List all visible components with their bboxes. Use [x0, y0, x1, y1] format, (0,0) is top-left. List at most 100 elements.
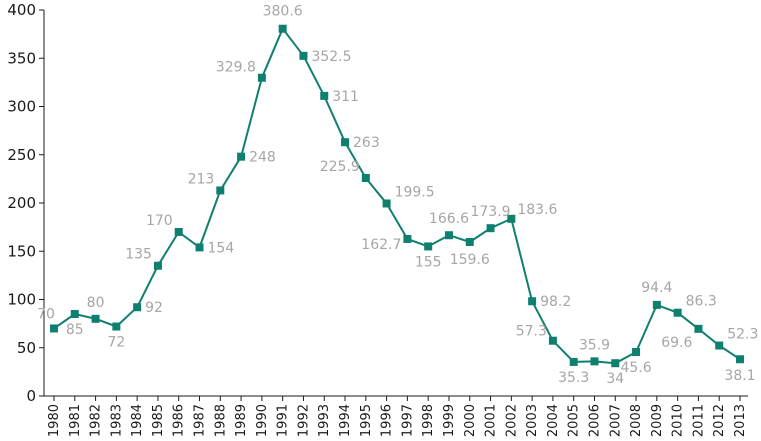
data-point	[632, 347, 641, 356]
x-tick-label: 2010	[671, 404, 686, 437]
data-point	[382, 199, 391, 208]
y-axis-ticks: 0 50 100 150 200 250 300 350 400	[7, 1, 44, 405]
data-label: 263	[353, 135, 380, 151]
y-tick-label: 0	[26, 387, 36, 405]
x-tick-label: 1985	[151, 404, 166, 437]
x-tick-label: 1989	[234, 404, 249, 437]
data-label: 166.6	[429, 211, 469, 227]
data-point	[507, 214, 516, 223]
data-label: 329.8	[216, 60, 256, 76]
data-point	[403, 234, 412, 243]
x-axis-ticks: 1980 1981 1982 1983 1984 1985 1986 1987 1988 1989…	[47, 396, 748, 437]
series-polyline	[53, 27, 741, 365]
data-label: 70	[37, 306, 55, 322]
x-tick-label: 2007	[608, 404, 623, 437]
x-tick-label: 2000	[463, 404, 478, 437]
y-tick-label: 100	[7, 291, 36, 309]
x-tick-label: 1986	[172, 404, 187, 437]
data-point	[216, 186, 225, 195]
data-point	[112, 322, 121, 331]
series-line	[53, 27, 741, 365]
series-markers	[50, 24, 744, 368]
x-tick-label: 2005	[567, 404, 582, 437]
data-label: 69.6	[661, 335, 692, 351]
x-tick-label: 1992	[296, 404, 311, 437]
data-point	[486, 224, 495, 233]
data-label: 85	[66, 322, 84, 338]
data-label: 135	[125, 247, 152, 263]
data-point	[548, 336, 557, 345]
data-label: 92	[145, 300, 163, 316]
x-tick-label: 1983	[109, 404, 124, 437]
data-label: 45.6	[620, 360, 651, 376]
data-label: 38.1	[724, 368, 755, 384]
x-tick-label: 1996	[380, 404, 395, 437]
data-label: 248	[249, 150, 276, 166]
data-label: 380.6	[263, 4, 303, 20]
x-tick-label: 1997	[400, 404, 415, 437]
x-tick-label: 2004	[546, 404, 561, 437]
data-label: 86.3	[686, 294, 717, 310]
data-point	[133, 303, 142, 312]
data-label: 183.6	[517, 202, 557, 218]
x-tick-label: 2006	[587, 404, 602, 437]
y-tick-label: 300	[7, 98, 36, 116]
data-label: 159.6	[450, 252, 490, 268]
data-point	[694, 324, 703, 333]
x-tick-label: 1982	[89, 404, 104, 437]
data-label: 311	[332, 89, 359, 105]
data-point	[341, 138, 350, 147]
data-point	[569, 357, 578, 366]
x-tick-label: 1981	[68, 404, 83, 437]
x-tick-label: 1998	[421, 404, 436, 437]
data-point	[195, 243, 204, 252]
data-label: 352.5	[311, 49, 351, 65]
data-point	[424, 242, 433, 251]
data-label: 162.7	[361, 237, 401, 253]
x-tick-label: 2013	[733, 404, 748, 437]
data-point	[465, 237, 474, 246]
data-point	[237, 152, 246, 161]
x-tick-label: 1994	[338, 404, 353, 437]
x-tick-label: 2012	[712, 404, 727, 437]
data-point	[257, 73, 266, 82]
data-point	[320, 91, 329, 100]
data-label: 35.9	[579, 337, 610, 353]
y-tick-label: 400	[7, 1, 36, 19]
data-point	[652, 300, 661, 309]
data-label: 35.3	[558, 370, 589, 386]
x-tick-label: 1999	[442, 404, 457, 437]
data-label: 155	[415, 254, 442, 270]
y-tick-label: 50	[17, 339, 36, 357]
data-point	[278, 24, 287, 33]
y-tick-label: 250	[7, 146, 36, 164]
x-tick-label: 2001	[484, 404, 499, 437]
data-label: 57.3	[516, 324, 547, 340]
data-label: 173.9	[470, 204, 510, 220]
data-point	[174, 227, 183, 236]
x-tick-label: 2009	[650, 404, 665, 437]
data-label: 52.3	[727, 327, 758, 343]
x-tick-label: 1990	[255, 404, 270, 437]
x-tick-label: 1993	[317, 404, 332, 437]
data-label: 94.4	[641, 280, 672, 296]
x-tick-label: 2008	[629, 404, 644, 437]
data-point	[736, 355, 744, 364]
data-point	[70, 309, 79, 318]
data-point	[611, 359, 620, 368]
data-point	[715, 341, 724, 350]
data-label: 80	[87, 295, 105, 311]
data-label: 170	[146, 213, 173, 229]
x-tick-label: 1984	[130, 404, 145, 437]
data-label: 199.5	[395, 184, 435, 200]
data-point	[590, 357, 599, 366]
x-tick-label: 2011	[691, 404, 706, 437]
y-tick-label: 200	[7, 194, 36, 212]
data-point	[153, 261, 162, 270]
data-point	[444, 231, 453, 240]
x-tick-label: 1980	[47, 404, 62, 437]
y-tick-label: 150	[7, 242, 36, 260]
data-point	[673, 308, 682, 317]
